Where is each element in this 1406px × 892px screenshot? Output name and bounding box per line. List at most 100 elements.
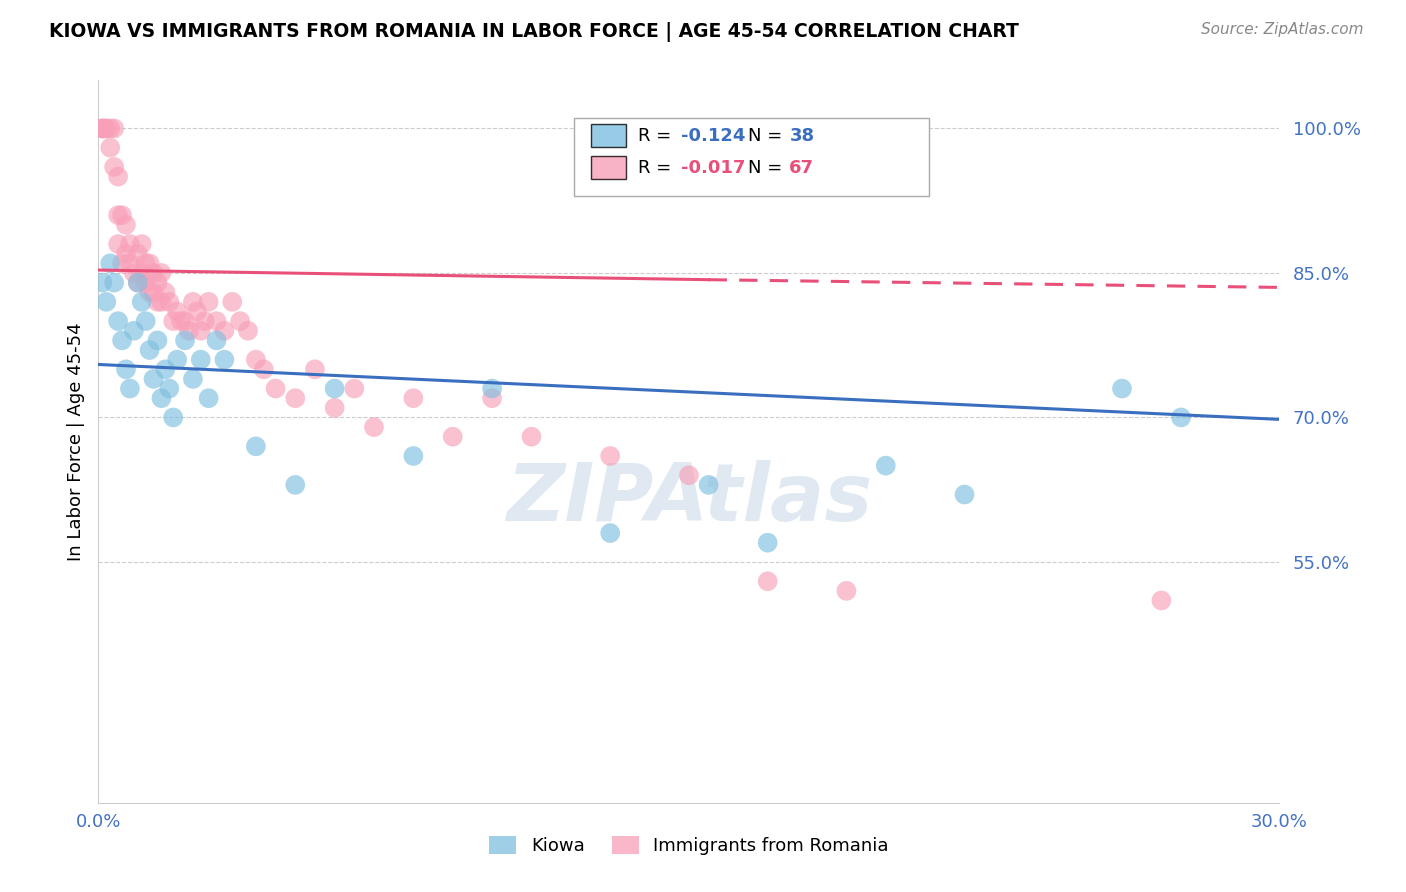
Point — [131, 294, 153, 309]
Point — [118, 256, 141, 270]
Point — [127, 246, 149, 260]
Point — [363, 420, 385, 434]
Point — [343, 382, 366, 396]
Point — [835, 583, 858, 598]
Point — [135, 314, 157, 328]
Point — [1111, 382, 1133, 396]
Point — [162, 314, 184, 328]
Point — [135, 276, 157, 290]
Point — [115, 218, 138, 232]
Point — [98, 256, 121, 270]
Point — [323, 401, 346, 415]
Point — [205, 314, 228, 328]
Point — [138, 256, 160, 270]
Point — [111, 334, 134, 348]
Point — [91, 121, 114, 136]
Point — [155, 362, 177, 376]
Point — [197, 391, 219, 405]
Point — [91, 121, 114, 136]
Point — [118, 237, 141, 252]
Point — [284, 478, 307, 492]
Point — [181, 372, 204, 386]
Point — [221, 294, 243, 309]
FancyBboxPatch shape — [591, 156, 626, 179]
Point — [214, 352, 236, 367]
Point — [186, 304, 208, 318]
Point — [229, 314, 252, 328]
Point — [107, 237, 129, 252]
Point — [96, 121, 118, 136]
Text: N =: N = — [748, 127, 787, 145]
Point — [756, 574, 779, 589]
Point — [155, 285, 177, 300]
Point — [103, 160, 125, 174]
Text: 67: 67 — [789, 159, 814, 177]
Point — [245, 439, 267, 453]
Point — [402, 449, 425, 463]
Point — [481, 391, 503, 405]
Point — [96, 121, 118, 136]
Point — [122, 324, 145, 338]
Point — [520, 430, 543, 444]
Point — [127, 276, 149, 290]
Point — [157, 382, 180, 396]
Point — [245, 352, 267, 367]
Point — [103, 121, 125, 136]
Point — [756, 535, 779, 549]
Point — [107, 208, 129, 222]
Point — [678, 468, 700, 483]
Point — [142, 372, 165, 386]
Text: ZIPAtlas: ZIPAtlas — [506, 460, 872, 539]
Text: KIOWA VS IMMIGRANTS FROM ROMANIA IN LABOR FORCE | AGE 45-54 CORRELATION CHART: KIOWA VS IMMIGRANTS FROM ROMANIA IN LABO… — [49, 22, 1019, 42]
Point — [1170, 410, 1192, 425]
FancyBboxPatch shape — [575, 118, 929, 196]
Text: R =: R = — [638, 159, 678, 177]
Text: 38: 38 — [789, 127, 814, 145]
Text: -0.124: -0.124 — [681, 127, 745, 145]
Point — [146, 276, 169, 290]
Point — [236, 324, 259, 338]
Point — [253, 362, 276, 376]
Point — [91, 121, 114, 136]
Point — [190, 324, 212, 338]
Point — [284, 391, 307, 405]
Point — [205, 334, 228, 348]
Point — [194, 314, 217, 328]
Point — [599, 449, 621, 463]
Point — [115, 362, 138, 376]
Point — [135, 256, 157, 270]
Point — [103, 276, 125, 290]
Point — [304, 362, 326, 376]
Point — [214, 324, 236, 338]
Point — [174, 314, 197, 328]
Point — [122, 266, 145, 280]
Text: Source: ZipAtlas.com: Source: ZipAtlas.com — [1201, 22, 1364, 37]
Point — [166, 352, 188, 367]
Text: N =: N = — [748, 159, 787, 177]
Point — [131, 237, 153, 252]
Point — [323, 382, 346, 396]
Point — [264, 382, 287, 396]
Point — [96, 294, 118, 309]
Point — [115, 246, 138, 260]
Point — [91, 276, 114, 290]
Point — [402, 391, 425, 405]
Point — [697, 478, 720, 492]
Text: -0.017: -0.017 — [681, 159, 745, 177]
Point — [127, 276, 149, 290]
Point — [98, 141, 121, 155]
Point — [953, 487, 976, 501]
Point — [107, 314, 129, 328]
Point — [174, 334, 197, 348]
Point — [98, 121, 121, 136]
Point — [111, 208, 134, 222]
Point — [138, 285, 160, 300]
Point — [875, 458, 897, 473]
Point — [138, 343, 160, 357]
Point — [166, 304, 188, 318]
Point — [481, 382, 503, 396]
Point — [1150, 593, 1173, 607]
FancyBboxPatch shape — [591, 124, 626, 147]
Point — [107, 169, 129, 184]
Point — [118, 382, 141, 396]
